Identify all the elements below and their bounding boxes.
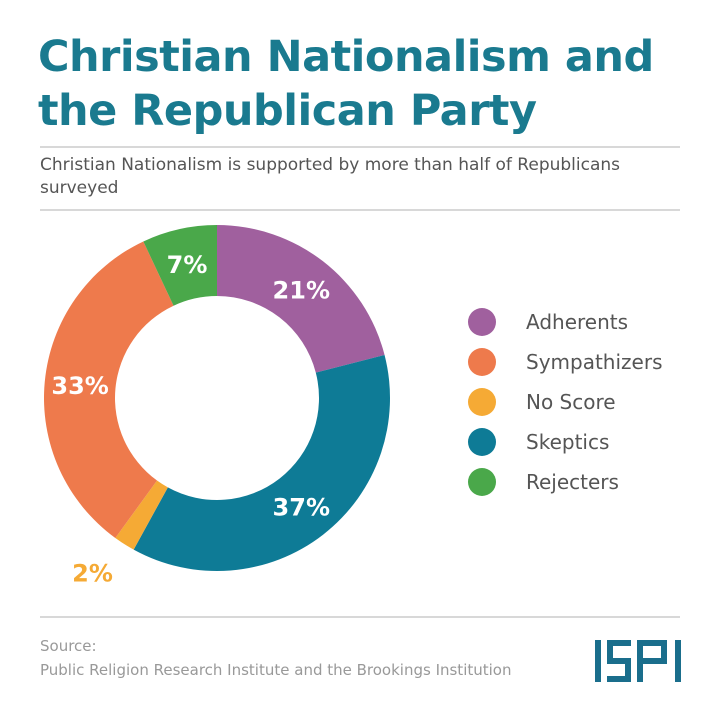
slice-adherents (217, 225, 385, 373)
ispi-logo (595, 640, 681, 682)
source-note: Source: Public Religion Research Institu… (40, 634, 511, 682)
data-label: 7% (167, 251, 208, 279)
slice-no-score (115, 480, 168, 550)
legend-label: Sympathizers (526, 350, 663, 374)
legend-label: Adherents (526, 310, 629, 334)
chart-subtitle: Christian Nationalism is supported by mo… (40, 155, 621, 198)
legend-item: No Score (468, 382, 662, 422)
slice-rejecters (143, 225, 217, 306)
legend-swatch (468, 428, 496, 456)
source-label: Source: (40, 637, 97, 655)
data-label: 33% (51, 372, 108, 400)
legend-swatch (468, 468, 496, 496)
slice-sympathizers (43, 241, 174, 538)
legend-item: Sympathizers (468, 342, 662, 382)
legend-label: Rejecters (526, 470, 619, 494)
slice-skeptics (133, 354, 390, 571)
chart-title: Christian Nationalism and the Republican… (38, 32, 654, 136)
legend-item: Adherents (468, 302, 662, 342)
source-text: Public Religion Research Institute and t… (40, 661, 512, 679)
donut-chart: 21% 37% 2% 33% 7% (43, 225, 390, 588)
legend-label: Skeptics (526, 430, 610, 454)
legend-item: Skeptics (468, 422, 662, 462)
legend-item: Rejecters (468, 462, 662, 502)
legend-label: No Score (526, 390, 616, 414)
data-label: 2% (72, 560, 113, 588)
legend: Adherents Sympathizers No Score Skeptics… (468, 302, 662, 502)
data-label: 37% (273, 494, 330, 522)
legend-swatch (468, 308, 496, 336)
divider (40, 616, 680, 618)
divider (40, 209, 680, 211)
data-label: 21% (273, 276, 330, 304)
divider (40, 146, 680, 148)
legend-swatch (468, 388, 496, 416)
legend-swatch (468, 348, 496, 376)
